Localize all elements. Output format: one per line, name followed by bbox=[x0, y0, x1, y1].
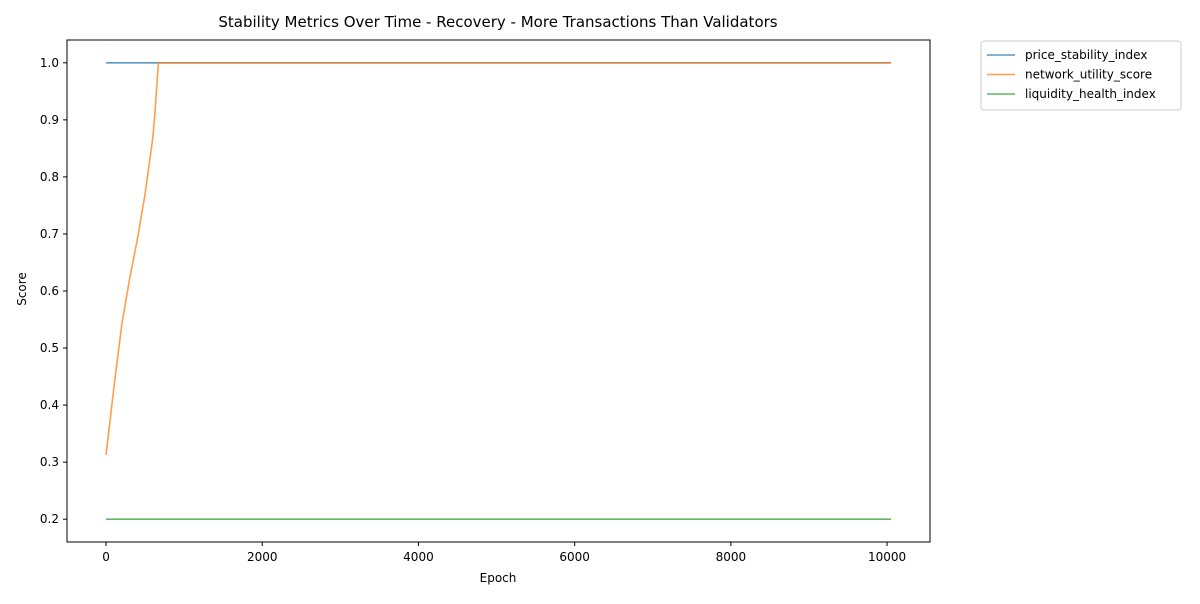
series-line-network-utility-score bbox=[105, 62, 891, 455]
x-axis-label: Epoch bbox=[480, 571, 517, 585]
legend-entry-network-utility-score: network_utility_score bbox=[1025, 68, 1152, 82]
legend-entry-price-stability-index: price_stability_index bbox=[1025, 48, 1147, 62]
x-axis: 0 2000 4000 6000 8000 10000 bbox=[102, 542, 906, 564]
x-tick-label: 4000 bbox=[403, 550, 434, 564]
y-tick-label: 0.3 bbox=[40, 455, 59, 469]
y-tick-label: 0.6 bbox=[40, 284, 59, 298]
y-tick-label: 0.7 bbox=[40, 227, 59, 241]
y-tick-label: 0.9 bbox=[40, 113, 59, 127]
x-tick-label: 8000 bbox=[716, 550, 747, 564]
y-axis: 0.2 0.3 0.4 0.5 0.6 0.7 0.8 0.9 1.0 bbox=[40, 56, 67, 526]
legend-box bbox=[980, 40, 1182, 111]
legend-entry-liquidity-health-index: liquidity_health_index bbox=[1025, 87, 1156, 101]
y-tick-label: 0.4 bbox=[40, 398, 59, 412]
x-tick-label: 10000 bbox=[868, 550, 906, 564]
y-axis-label: Score bbox=[15, 272, 29, 306]
y-tick-label: 0.8 bbox=[40, 170, 59, 184]
x-tick-label: 2000 bbox=[247, 550, 278, 564]
plot-frame bbox=[66, 39, 931, 543]
chart-title: Stability Metrics Over Time - Recovery -… bbox=[218, 13, 777, 31]
plot-area bbox=[66, 39, 931, 543]
y-tick-label: 1.0 bbox=[40, 56, 59, 70]
legend: price_stability_index network_utility_sco… bbox=[980, 40, 1182, 111]
y-tick-label: 0.2 bbox=[40, 512, 59, 526]
x-tick-label: 0 bbox=[102, 550, 110, 564]
y-tick-label: 0.5 bbox=[40, 341, 59, 355]
x-tick-label: 6000 bbox=[559, 550, 590, 564]
